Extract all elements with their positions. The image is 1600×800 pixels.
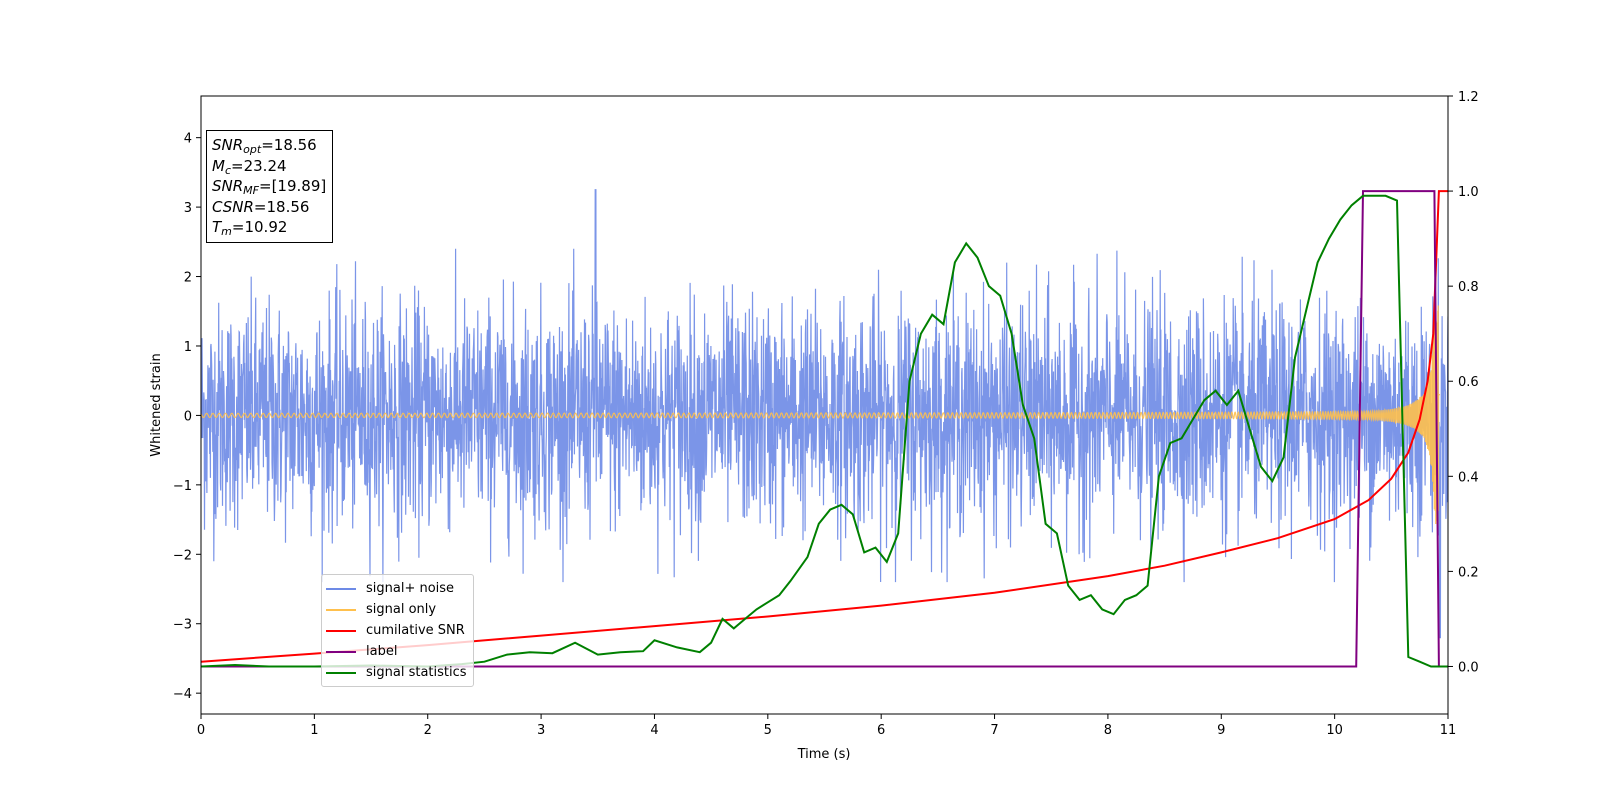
tm-line: Tm=10.92 <box>212 218 288 238</box>
x-tick-label: 1 <box>310 723 318 738</box>
legend-label: label <box>366 644 398 659</box>
legend-item: label <box>326 641 467 662</box>
series-signal-only-line <box>201 305 1441 526</box>
x-tick-label: 0 <box>197 723 205 738</box>
tm-value: 10.92 <box>244 218 288 236</box>
legend-item: signal only <box>326 599 467 620</box>
legend-label: cumilative SNR <box>366 623 465 638</box>
y2-tick-label: 1.2 <box>1458 90 1479 105</box>
y-tick-label: −1 <box>173 479 192 494</box>
y2-tick-label: 0.6 <box>1458 375 1479 390</box>
legend-item: signal+ noise <box>326 578 467 599</box>
mc-line: Mc=23.24 <box>212 156 287 177</box>
y2-tick-label: 0.8 <box>1458 280 1479 295</box>
plot-frame <box>200 95 1449 715</box>
snr-mf-value: [19.89] <box>271 177 327 195</box>
series-cumulative-snr-line <box>201 190 1448 663</box>
y-tick-label: −2 <box>173 548 192 563</box>
snr-mf-line: SNRMF=[19.89] <box>212 177 327 197</box>
y2-tick-label: 0.2 <box>1458 565 1479 580</box>
x-tick-label: 5 <box>764 723 772 738</box>
y-tick-label: −4 <box>173 687 192 702</box>
legend-swatch-signal-noise <box>326 587 356 590</box>
legend-swatch-cumulative-snr <box>326 629 356 632</box>
x-tick-label: 3 <box>537 723 545 738</box>
stats-annotation-box: SNRopt=18.56 Mc=23.24 SNRMF=[19.89] CSNR… <box>206 130 334 243</box>
x-tick-label: 9 <box>1217 723 1225 738</box>
y2-tick-label: 1.0 <box>1458 185 1479 200</box>
legend-item: cumilative SNR <box>326 620 467 641</box>
x-tick-label: 6 <box>877 723 885 738</box>
y-tick-label: 0 <box>184 409 192 424</box>
series-signal-noise-line <box>201 189 1448 639</box>
legend-swatch-signal-statistics <box>326 671 356 674</box>
y-tick-label: 4 <box>184 132 192 147</box>
plot-area <box>201 189 1448 668</box>
y-tick-label: 1 <box>184 340 192 355</box>
csnr-line: CSNR=18.56 <box>212 197 310 216</box>
csnr-value: 18.56 <box>266 197 310 216</box>
legend-swatch-label <box>326 650 356 653</box>
legend-swatch-signal-only <box>326 608 356 611</box>
x-tick-label: 4 <box>650 723 658 738</box>
legend: signal+ noise signal only cumilative SNR… <box>321 574 474 687</box>
y-axis-label: Whitened strain <box>149 353 164 456</box>
x-tick-label: 11 <box>1440 723 1457 738</box>
x-axis-label: Time (s) <box>797 747 851 762</box>
x-tick-label: 7 <box>990 723 998 738</box>
x-tick-label: 8 <box>1104 723 1112 738</box>
legend-label: signal statistics <box>366 665 467 680</box>
x-tick-label: 10 <box>1326 723 1343 738</box>
legend-label: signal+ noise <box>366 581 455 596</box>
y-tick-label: 2 <box>184 271 192 286</box>
y2-tick-label: 0.4 <box>1458 470 1479 485</box>
y2-tick-label: 0.0 <box>1458 660 1479 675</box>
snr-opt-line: SNRopt=18.56 <box>212 136 317 156</box>
legend-item: signal statistics <box>326 662 467 683</box>
axes-ticks: 0 1 2 3 4 5 6 7 8 9 10 1143210−1−2−3−41.21.00.80.60… <box>173 90 1479 738</box>
y-tick-label: −3 <box>173 618 192 633</box>
mc-value: 23.24 <box>243 156 287 175</box>
snr-opt-value: 18.56 <box>273 136 317 154</box>
series-signal-statistics-line <box>201 194 1448 668</box>
x-tick-label: 2 <box>424 723 432 738</box>
legend-label: signal only <box>366 602 437 617</box>
y-tick-label: 3 <box>184 201 192 216</box>
